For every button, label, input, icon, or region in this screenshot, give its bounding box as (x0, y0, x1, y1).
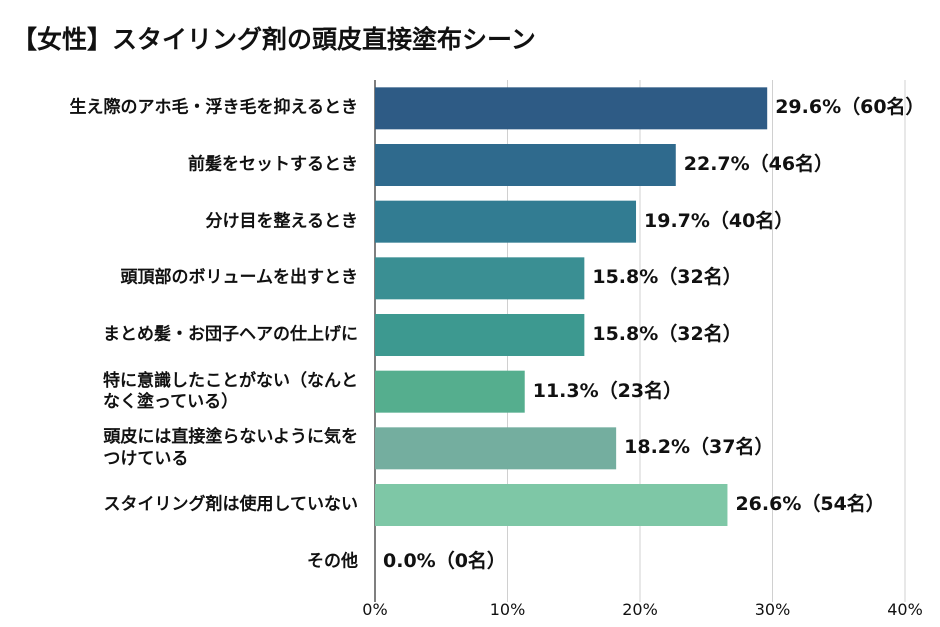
data-label: 22.7%（46名） (683, 153, 834, 176)
bar (375, 87, 768, 130)
bar (375, 144, 676, 186)
data-label: 11.3%（23名） (532, 379, 683, 402)
data-label: 26.6%（54名） (735, 493, 885, 516)
data-label: 15.8%（32名） (592, 323, 742, 346)
data-label: 15.8%（32名） (592, 266, 742, 289)
y-tick-label: 特に意識したことがない（なんと なく塗っている） (103, 370, 358, 412)
x-tick-label: 20% (622, 600, 658, 619)
y-tick-label: 生え際のアホ毛・浮き毛を抑えるとき (69, 97, 359, 118)
x-tick-label: 30% (754, 600, 791, 619)
x-tick-label: 10% (489, 600, 526, 619)
y-tick-label: 頭頂部のボリュームを出すとき (120, 267, 359, 288)
y-tick-label: 前髪をセットするとき (188, 154, 358, 175)
y-tick-label: 分け目を整えるとき (205, 211, 359, 232)
data-label: 0.0%（0名） (383, 549, 506, 572)
y-tick-label: 頭皮には直接塗らないように気を つけている (103, 427, 358, 469)
chart-title: 【女性】スタイリング剤の頭皮直接塗布シーン (12, 25, 536, 54)
y-tick-label: スタイリング剤は使用していない (103, 494, 359, 515)
y-tick-label: まとめ髪・お団子ヘアの仕上げに (103, 324, 358, 345)
bar (375, 257, 585, 300)
bar (375, 314, 585, 356)
y-tick-label: その他 (307, 551, 358, 572)
bar (375, 484, 728, 526)
bar (375, 200, 637, 243)
bar (375, 427, 617, 470)
x-tick-label: 40% (887, 600, 923, 619)
bar (375, 370, 525, 413)
data-label: 19.7%（40名） (644, 209, 794, 232)
x-tick-label: 0% (362, 600, 388, 619)
data-label: 18.2%（37名） (624, 436, 774, 459)
data-label: 29.6%（60名） (775, 96, 925, 119)
